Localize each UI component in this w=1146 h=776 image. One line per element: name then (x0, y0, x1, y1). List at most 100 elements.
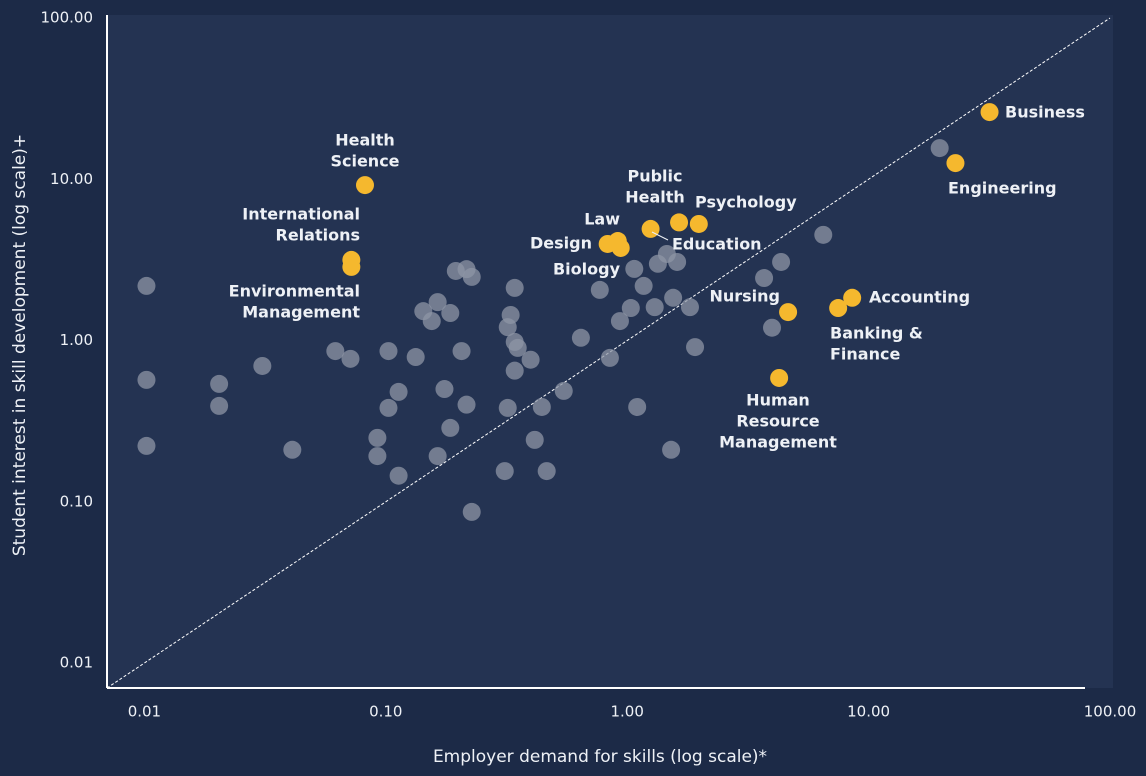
data-point (980, 103, 999, 122)
data-point (621, 299, 640, 318)
data-point (457, 395, 476, 414)
x-tick-label: 1.00 (610, 703, 643, 721)
point-label: Psychology (695, 193, 797, 212)
data-point (505, 361, 524, 380)
data-point (571, 328, 590, 347)
data-point (435, 380, 454, 399)
data-point (763, 318, 782, 337)
point-label: Law (584, 210, 620, 229)
data-point (590, 280, 609, 299)
data-point (452, 342, 471, 361)
point-label: Management (242, 303, 360, 322)
data-point (505, 278, 524, 297)
point-label: Biology (553, 260, 621, 279)
data-point (355, 176, 374, 195)
leader-line (651, 231, 669, 241)
data-point (508, 338, 527, 357)
point-label: Human (746, 391, 810, 410)
point-label: Resource (736, 412, 819, 431)
data-point (610, 312, 629, 331)
point-label: Health (625, 188, 685, 207)
reference-line (106, 17, 1111, 689)
data-point (554, 381, 573, 400)
data-point (829, 299, 848, 318)
x-axis-title: Employer demand for skills (log scale)* (433, 747, 767, 767)
data-point (441, 418, 460, 437)
data-point (137, 370, 156, 389)
data-point (137, 276, 156, 295)
data-point (930, 139, 949, 158)
y-tick-label: 0.10 (60, 492, 93, 510)
point-label: Banking & (830, 324, 923, 343)
point-label: Management (719, 433, 837, 452)
data-point (253, 356, 272, 375)
data-point (946, 154, 965, 173)
data-point (389, 382, 408, 401)
data-point (462, 502, 481, 521)
data-point (406, 348, 425, 367)
point-label: Nursing (709, 287, 780, 306)
point-label: Science (330, 152, 399, 171)
x-tick-label: 0.01 (128, 703, 161, 721)
x-tick-label: 0.10 (369, 703, 402, 721)
data-point (532, 397, 551, 416)
point-label: Finance (830, 345, 900, 364)
data-point (389, 466, 408, 485)
data-point (379, 342, 398, 361)
data-point (689, 214, 708, 233)
data-point (428, 293, 447, 312)
data-point (680, 298, 699, 317)
data-point (537, 462, 556, 481)
data-point (498, 398, 517, 417)
data-point (368, 447, 387, 466)
point-label: Accounting (869, 288, 970, 307)
data-point (137, 436, 156, 455)
point-label: Environmental (229, 282, 360, 301)
data-point (755, 269, 774, 288)
point-label: Business (1005, 103, 1085, 122)
data-point (814, 225, 833, 244)
y-tick-label: 10.00 (50, 170, 93, 188)
data-point (428, 447, 447, 466)
point-label: Design (530, 234, 592, 253)
data-point (521, 350, 540, 369)
y-tick-label: 100.00 (41, 9, 94, 27)
point-label: Public (627, 167, 682, 186)
y-axis-title: Student interest in skill development (l… (10, 134, 30, 556)
data-point (628, 397, 647, 416)
data-point (501, 305, 520, 324)
y-tick-label: 1.00 (60, 331, 93, 349)
y-tick-label: 0.01 (60, 654, 93, 672)
data-point (779, 303, 798, 322)
data-point (634, 276, 653, 295)
point-label: Health (335, 131, 395, 150)
data-point (611, 238, 630, 257)
data-point (422, 312, 441, 331)
data-point (668, 252, 687, 271)
data-point (283, 440, 302, 459)
data-point (625, 259, 644, 278)
data-point (662, 440, 681, 459)
data-point (600, 348, 619, 367)
data-point (843, 288, 862, 307)
point-label: Education (672, 235, 762, 254)
point-label: Relations (276, 226, 361, 245)
point-label: International (242, 205, 360, 224)
x-tick-label: 10.00 (847, 703, 890, 721)
point-label: Engineering (948, 179, 1057, 198)
data-point (342, 257, 361, 276)
data-point (441, 304, 460, 323)
data-point (641, 219, 660, 238)
data-point (379, 398, 398, 417)
data-point (368, 428, 387, 447)
data-point (326, 342, 345, 361)
data-point (645, 298, 664, 317)
data-point (210, 396, 229, 415)
data-point (770, 368, 789, 387)
data-point (462, 267, 481, 286)
data-point (772, 252, 791, 271)
data-point (664, 288, 683, 307)
data-point (495, 462, 514, 481)
data-point (525, 430, 544, 449)
